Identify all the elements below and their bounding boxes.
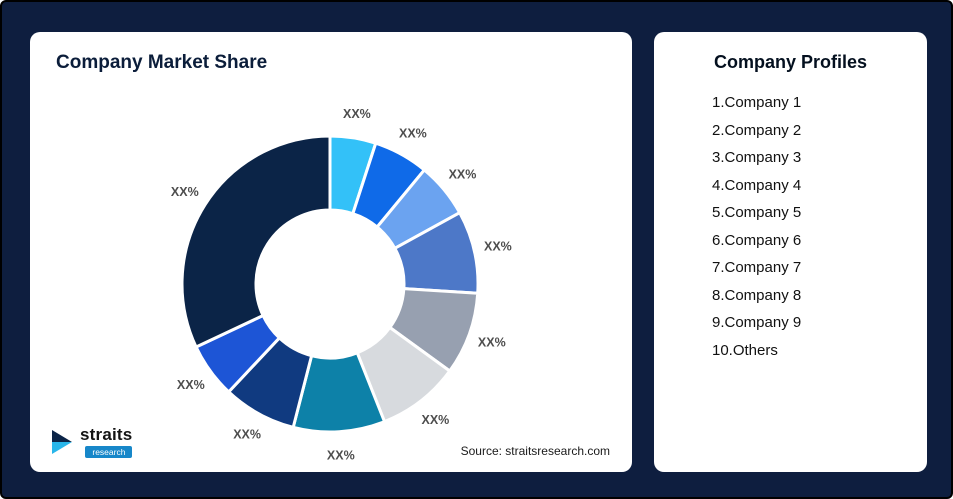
- straits-research-logo: straits research: [50, 425, 133, 458]
- profiles-title: Company Profiles: [713, 52, 868, 72]
- company-list-item: 3.Company 3: [712, 149, 802, 166]
- segment-label: XX%: [399, 126, 427, 140]
- segment-label: XX%: [233, 428, 261, 442]
- company-list-item: 4.Company 4: [712, 176, 802, 194]
- source-attribution: Source: straitsresearch.com: [460, 444, 610, 458]
- donut-segment-others: [180, 134, 332, 349]
- segment-label: XX%: [171, 185, 199, 199]
- segment-label: XX%: [343, 107, 371, 121]
- segment-label: XX%: [177, 378, 205, 392]
- company-profiles-card: Company Profiles 1.Company 1 2.Company 2 3…: [654, 32, 927, 472]
- logo-name: straits: [80, 425, 133, 444]
- straits-logo-icon: [52, 429, 72, 454]
- market-share-card: Company Market Share XX% XX% XX% XX% XX% XX% X…: [30, 32, 632, 472]
- company-list-item: 6.Company 6: [712, 231, 802, 249]
- segment-label: XX%: [422, 413, 450, 427]
- segment-label: XX%: [484, 240, 512, 254]
- company-list-item: 9.Company 9: [712, 314, 802, 331]
- company-list-item: 2.Company 2: [712, 121, 802, 139]
- segment-label: XX%: [327, 449, 355, 463]
- company-list-item: 10.Others: [712, 341, 778, 359]
- logo-text: straits research: [80, 425, 133, 458]
- chart-title: Company Market Share: [56, 52, 268, 73]
- company-list-item: 5.Company 5: [712, 204, 802, 221]
- segment-label: XX%: [478, 335, 506, 349]
- donut-chart: XX% XX% XX% XX% XX% XX% XX% XX% XX% XX%: [171, 107, 512, 463]
- company-list-item: 7.Company 7: [712, 259, 802, 276]
- logo-subtitle: research: [85, 446, 133, 458]
- company-list: 1.Company 1 2.Company 2 3.Company 3 4.Compa…: [654, 89, 927, 364]
- segment-label: XX%: [449, 167, 477, 181]
- company-list-item: 1.Company 1: [712, 94, 802, 111]
- company-list-item: 8.Company 8: [712, 286, 802, 304]
